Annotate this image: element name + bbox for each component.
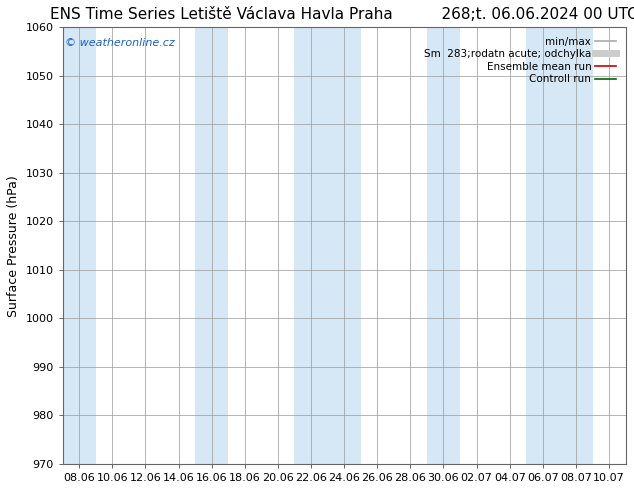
Bar	[526, 27, 559, 464]
Bar	[294, 27, 328, 464]
Bar	[195, 27, 228, 464]
Bar	[559, 27, 593, 464]
Text: © weatheronline.cz: © weatheronline.cz	[65, 38, 175, 48]
Bar	[427, 27, 460, 464]
Legend: min/max, Sm  283;rodatn acute; odchylka, Ensemble mean run, Controll run: min/max, Sm 283;rodatn acute; odchylka, …	[420, 32, 621, 89]
Bar	[63, 27, 96, 464]
Title: ENS Time Series Letiště Václava Havla Praha          268;t. 06.06.2024 00 UTC: ENS Time Series Letiště Václava Havla Pr…	[50, 7, 634, 22]
Bar	[328, 27, 361, 464]
Y-axis label: Surface Pressure (hPa): Surface Pressure (hPa)	[7, 175, 20, 317]
